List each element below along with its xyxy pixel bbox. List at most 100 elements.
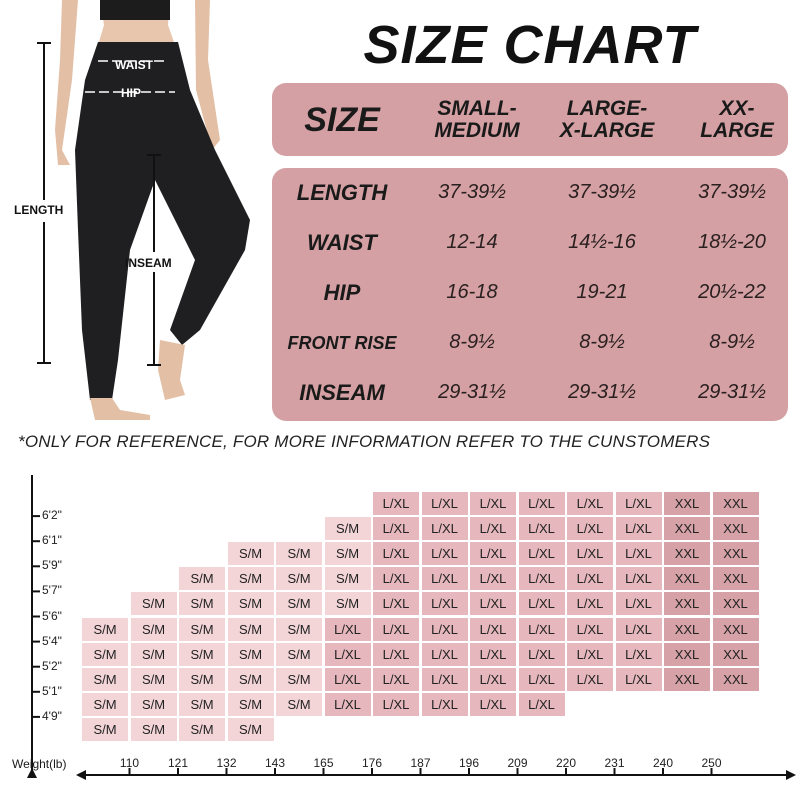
size-cell: XXL bbox=[664, 517, 710, 541]
size-cell: S/M bbox=[179, 642, 225, 666]
measurement-value: 8-9½ bbox=[709, 331, 755, 353]
size-cell: XXL bbox=[664, 567, 710, 591]
size-cell: S/M bbox=[179, 667, 225, 691]
size-cell: L/XL bbox=[421, 592, 468, 616]
row-label: WAIST bbox=[307, 230, 377, 255]
size-cell: L/XL bbox=[518, 692, 565, 716]
measurement-value: 29-31½ bbox=[438, 381, 506, 403]
weight-label: 121 bbox=[167, 756, 189, 770]
size-cell: XXL bbox=[664, 592, 710, 616]
size-cell: L/XL bbox=[421, 492, 468, 515]
row-label: FRONT RISE bbox=[287, 333, 397, 353]
size-cell: L/XL bbox=[421, 567, 468, 591]
measurement-value: 18½-20 bbox=[698, 231, 766, 253]
size-cell: XXL bbox=[664, 492, 710, 515]
size-cell: S/M bbox=[82, 617, 128, 641]
size-cell: L/XL bbox=[518, 492, 565, 515]
height-label: 4'9" bbox=[42, 708, 62, 723]
size-cell: L/XL bbox=[567, 492, 613, 515]
weight-label: 110 bbox=[119, 756, 140, 770]
hip-label: HIP bbox=[121, 86, 142, 100]
size-cell: L/XL bbox=[421, 542, 468, 566]
size-cell: XXL bbox=[712, 592, 759, 616]
size-cell: S/M bbox=[324, 542, 371, 566]
size-table-header: SIZE SMALL- MEDIUM LARGE- X-LARGE XX- LA… bbox=[272, 83, 788, 156]
measurement-value: 37-39½ bbox=[438, 181, 506, 203]
size-cell: L/XL bbox=[615, 617, 662, 641]
size-cell: XXL bbox=[712, 517, 759, 541]
height-label: 5'9" bbox=[42, 558, 62, 573]
height-label: 6'1" bbox=[42, 533, 62, 548]
size-cell: XXL bbox=[712, 642, 759, 666]
size-cell: L/XL bbox=[567, 517, 613, 541]
length-label: LENGTH bbox=[14, 203, 64, 217]
size-cell: S/M bbox=[227, 567, 274, 591]
measurement-value: 37-39½ bbox=[568, 181, 636, 203]
size-cell: S/M bbox=[276, 642, 322, 666]
size-cell: L/XL bbox=[567, 617, 613, 641]
size-cell: S/M bbox=[324, 592, 371, 616]
size-cell: L/XL bbox=[470, 592, 516, 616]
size-cell: L/XL bbox=[324, 642, 371, 666]
height-label: 5'7" bbox=[42, 583, 62, 598]
size-header-label: SIZE bbox=[304, 100, 380, 139]
size-cell: S/M bbox=[179, 692, 225, 716]
inseam-label: INSEAM bbox=[125, 256, 172, 270]
size-cell: S/M bbox=[82, 692, 128, 716]
measurement-value: 12-14 bbox=[446, 231, 498, 253]
size-cell: S/M bbox=[227, 642, 274, 666]
size-cell: L/XL bbox=[615, 517, 662, 541]
size-cell: S/M bbox=[179, 717, 225, 741]
size-cell: L/XL bbox=[421, 642, 468, 666]
measurement-value: 37-39½ bbox=[698, 181, 766, 203]
size-cell: S/M bbox=[82, 667, 128, 691]
row-label: HIP bbox=[323, 280, 361, 305]
size-cell: XXL bbox=[712, 567, 759, 591]
size-cell: L/XL bbox=[518, 542, 565, 566]
size-cell: L/XL bbox=[518, 617, 565, 641]
size-cell: L/XL bbox=[324, 667, 371, 691]
size-cell: L/XL bbox=[421, 517, 468, 541]
size-cell: L/XL bbox=[421, 667, 468, 691]
size-cell: L/XL bbox=[470, 667, 516, 691]
size-cell: S/M bbox=[227, 592, 274, 616]
size-cell: L/XL bbox=[518, 517, 565, 541]
model-figure: WAIST HIP LENGTH INSEAM bbox=[0, 0, 270, 430]
size-cell: L/XL bbox=[373, 642, 419, 666]
measurement-value: 20½-22 bbox=[698, 281, 766, 303]
size-cell: L/XL bbox=[615, 642, 662, 666]
size-cell: XXL bbox=[664, 667, 710, 691]
measurement-value: 8-9½ bbox=[449, 331, 495, 353]
size-cell: S/M bbox=[227, 667, 274, 691]
size-cell: S/M bbox=[227, 617, 274, 641]
weight-axis-left-arrow-icon bbox=[76, 770, 86, 780]
height-label: 5'1" bbox=[42, 683, 62, 698]
size-cell: L/XL bbox=[373, 617, 419, 641]
size-cell: S/M bbox=[130, 692, 177, 716]
size-cell: S/M bbox=[276, 592, 322, 616]
size-cell: S/M bbox=[130, 592, 177, 616]
size-cell: S/M bbox=[227, 542, 274, 566]
size-cell: L/XL bbox=[324, 617, 371, 641]
measurement-value: 19-21 bbox=[576, 281, 628, 303]
size-cell: L/XL bbox=[470, 517, 516, 541]
weight-label: 250 bbox=[701, 756, 722, 770]
size-cell: L/XL bbox=[421, 692, 468, 716]
size-cell: XXL bbox=[664, 542, 710, 566]
waist-label: WAIST bbox=[115, 58, 153, 72]
size-cell: L/XL bbox=[567, 592, 613, 616]
size-cell: S/M bbox=[324, 517, 371, 541]
measurement-value: 29-31½ bbox=[698, 381, 766, 403]
size-cell: XXL bbox=[664, 642, 710, 666]
size-cell: S/M bbox=[276, 692, 322, 716]
size-cell: L/XL bbox=[470, 542, 516, 566]
height-label: 5'2" bbox=[42, 658, 62, 673]
weight-label: 165 bbox=[313, 756, 334, 770]
measurement-value: 29-31½ bbox=[568, 381, 636, 403]
size-cell: S/M bbox=[179, 617, 225, 641]
size-cell: S/M bbox=[179, 567, 225, 591]
weight-label: 143 bbox=[264, 756, 286, 770]
reference-note: *ONLY FOR REFERENCE, FOR MORE INFORMATIO… bbox=[18, 432, 711, 451]
